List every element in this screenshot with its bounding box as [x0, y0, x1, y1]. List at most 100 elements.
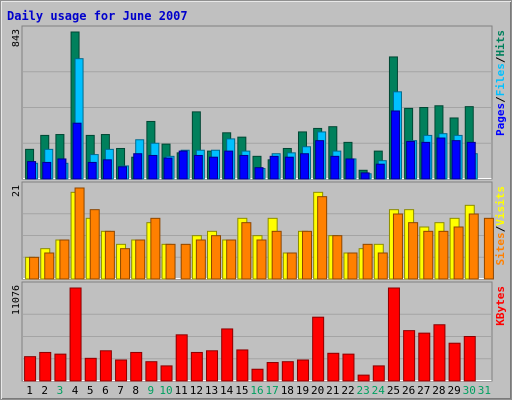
bar-sites-day-9 — [150, 217, 161, 280]
bar-kbytes-day-19 — [296, 359, 309, 382]
bar-kbytes-day-2 — [39, 351, 52, 382]
bar-pages-day-5 — [87, 161, 97, 180]
bar-kbytes-day-22 — [342, 353, 355, 382]
bar-kbytes-day-9 — [145, 361, 158, 382]
bar-sites-day-14 — [226, 239, 237, 280]
bar-kbytes-day-25 — [387, 287, 400, 382]
x-tick-label-day-14: 14 — [220, 384, 234, 397]
bar-sites-day-29 — [453, 226, 464, 280]
bar-sites-day-16 — [256, 239, 267, 280]
bar-pages-day-6 — [102, 159, 112, 180]
bar-kbytes-day-30 — [463, 335, 476, 382]
bar-kbytes-day-6 — [99, 350, 112, 382]
bar-pages-day-20 — [315, 140, 325, 180]
bar-kbytes-day-14 — [221, 328, 234, 382]
x-tick-label-day-4: 4 — [72, 384, 79, 397]
bar-kbytes-day-8 — [130, 351, 143, 382]
bar-sites-day-20 — [317, 196, 328, 280]
x-tick-label-day-21: 21 — [326, 384, 339, 397]
y-max-label: 843 — [11, 29, 22, 47]
x-tick-label-day-25: 25 — [387, 384, 400, 397]
bar-sites-day-18 — [286, 252, 297, 280]
y-max-label: 21 — [11, 185, 22, 197]
bar-kbytes-day-15 — [236, 349, 249, 382]
bar-kbytes-day-7 — [115, 359, 128, 382]
bar-sites-day-24 — [377, 252, 388, 280]
legend-entry-sites: Sites — [494, 232, 507, 265]
bar-sites-day-7 — [120, 248, 131, 280]
bar-sites-day-1 — [29, 256, 40, 280]
bar-sites-day-2 — [44, 252, 55, 280]
bar-pages-day-1 — [27, 161, 37, 180]
bar-kbytes-day-5 — [84, 357, 97, 382]
x-tick-label-day-8: 8 — [132, 384, 139, 397]
bar-kbytes-day-27 — [418, 332, 431, 382]
bar-sites-day-12 — [195, 239, 206, 280]
legend-kbytes: KBytes — [494, 286, 507, 326]
bar-pages-day-25 — [390, 110, 400, 180]
bar-pages-day-8 — [133, 153, 143, 180]
bar-pages-day-24 — [375, 163, 385, 180]
legend-entry-hits: Hits — [494, 30, 507, 57]
bar-pages-day-16 — [254, 167, 264, 180]
bar-kbytes-day-1 — [24, 356, 37, 382]
bar-sites-day-26 — [408, 222, 419, 280]
x-tick-label-day-3: 3 — [57, 384, 64, 397]
bar-sites-day-8 — [135, 239, 146, 280]
bar-pages-day-30 — [466, 141, 476, 180]
bar-kbytes-day-11 — [175, 334, 188, 382]
bar-pages-day-13 — [209, 156, 219, 180]
legend-entry-visits: Visits — [494, 186, 507, 226]
bar-pages-day-3 — [57, 158, 67, 180]
bar-pages-day-2 — [42, 161, 52, 180]
x-tick-label-day-30: 30 — [463, 384, 476, 397]
bar-sites-day-30 — [468, 213, 479, 280]
x-tick-label-day-22: 22 — [341, 384, 354, 397]
x-tick-label-day-15: 15 — [235, 384, 248, 397]
bar-kbytes-day-17 — [266, 362, 279, 382]
bar-kbytes-day-3 — [54, 353, 67, 382]
x-tick-label-day-26: 26 — [402, 384, 415, 397]
bar-pages-day-11 — [178, 150, 188, 180]
bar-sites-day-3 — [59, 239, 70, 280]
x-tick-label-day-11: 11 — [175, 384, 188, 397]
bar-sites-day-22 — [347, 252, 358, 280]
bar-kbytes-day-4 — [69, 287, 82, 382]
bar-pages-day-12 — [193, 154, 203, 180]
x-tick-label-day-2: 2 — [41, 384, 48, 397]
bar-kbytes-day-12 — [190, 351, 203, 382]
bar-sites-day-19 — [301, 230, 312, 280]
bar-pages-day-7 — [118, 166, 128, 180]
bar-pages-day-9 — [148, 154, 158, 180]
legend-visits-sites: Sites/Visits — [494, 186, 507, 266]
x-tick-label-day-10: 10 — [159, 384, 172, 397]
bar-kbytes-day-20 — [312, 316, 325, 382]
x-tick-label-day-31: 31 — [478, 384, 491, 397]
x-tick-label-day-27: 27 — [417, 384, 430, 397]
x-tick-label-day-20: 20 — [311, 384, 324, 397]
bar-kbytes-day-26 — [403, 330, 416, 382]
bar-sites-day-6 — [104, 230, 115, 280]
bar-pages-day-21 — [330, 155, 340, 180]
bar-sites-day-28 — [438, 230, 449, 280]
bar-pages-day-29 — [451, 140, 461, 180]
x-tick-label-day-24: 24 — [372, 384, 386, 397]
bar-pages-day-10 — [163, 157, 173, 180]
x-tick-label-day-16: 16 — [250, 384, 263, 397]
bar-pages-day-17 — [269, 155, 279, 180]
bar-kbytes-day-16 — [251, 368, 264, 382]
bar-sites-day-4 — [74, 187, 85, 280]
legend-hits-files-pages: Pages/Files/Hits — [494, 30, 507, 136]
x-tick-label-day-9: 9 — [148, 384, 155, 397]
chart-title: Daily usage for June 2007 — [7, 9, 188, 23]
bar-pages-day-4 — [72, 122, 82, 180]
bar-kbytes-day-23 — [357, 374, 370, 382]
x-tick-label-day-5: 5 — [87, 384, 94, 397]
bar-pages-day-26 — [406, 141, 416, 180]
bar-sites-day-13 — [211, 235, 222, 280]
legend-entry-files: Files — [494, 63, 507, 96]
bar-sites-day-10 — [165, 243, 176, 280]
legend-entry-kbytes: KBytes — [494, 286, 507, 326]
